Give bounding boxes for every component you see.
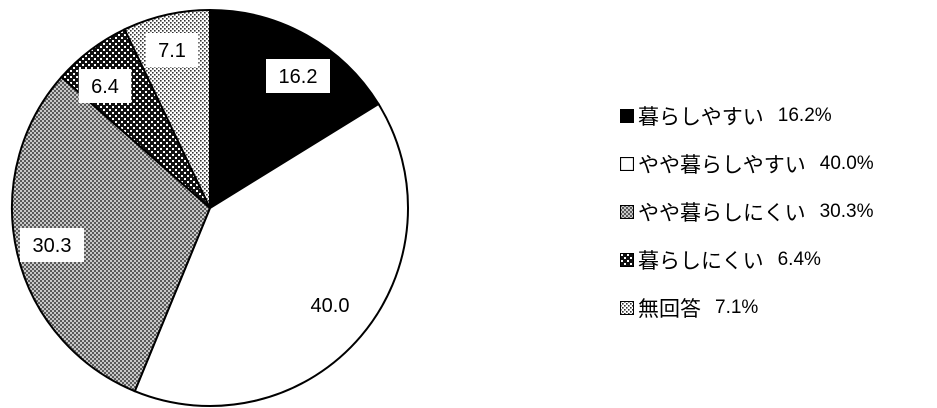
legend-label: 無回答 xyxy=(638,297,701,321)
pie-data-labels: 16.2 40.0 30.3 6.4 7.1 xyxy=(20,33,362,322)
legend-item: やや暮らしやすい 40.0% xyxy=(620,140,874,188)
legend-item: やや暮らしにくい 30.3% xyxy=(620,188,874,236)
legend-value: 30.3% xyxy=(819,201,874,222)
legend-swatch-light-dots xyxy=(620,301,634,315)
pie-slice xyxy=(209,8,380,210)
pie-slice xyxy=(133,102,409,407)
slice-label-box xyxy=(298,288,362,322)
slice-label-box xyxy=(145,33,199,67)
slice-label-text: 16.2 xyxy=(279,66,318,88)
legend-value: 6.4% xyxy=(777,249,821,270)
legend-swatch-checker xyxy=(620,205,634,219)
slice-label-text: 30.3 xyxy=(33,235,72,257)
legend-label: 暮らしにくい xyxy=(638,249,764,273)
legend-label: 暮らしやすい xyxy=(638,105,764,129)
pie-slice xyxy=(11,75,212,393)
pie-slices xyxy=(11,8,409,407)
slice-label-box xyxy=(20,228,84,262)
slice-label-text: 40.0 xyxy=(311,295,350,317)
slice-label: 6.4 xyxy=(78,69,132,103)
legend-swatch-dark-dots xyxy=(620,253,634,267)
legend-item: 無回答 7.1% xyxy=(620,284,874,332)
slice-label: 16.2 xyxy=(266,59,330,93)
legend-label: やや暮らしやすい xyxy=(638,153,806,177)
legend: 暮らしやすい 16.2% やや暮らしやすい 40.0% やや暮らしにくい 30.… xyxy=(620,92,874,332)
slice-label-box xyxy=(266,59,330,93)
legend-label: やや暮らしにくい xyxy=(638,201,806,225)
slice-label-text: 7.1 xyxy=(158,40,186,62)
legend-value: 40.0% xyxy=(819,153,874,174)
legend-value: 16.2% xyxy=(777,105,832,126)
slice-label-text: 6.4 xyxy=(91,76,119,98)
slice-label: 40.0 xyxy=(298,288,362,322)
legend-swatch-white xyxy=(620,157,634,171)
legend-item: 暮らしやすい 16.2% xyxy=(620,92,874,140)
legend-value: 7.1% xyxy=(715,297,759,318)
legend-item: 暮らしにくい 6.4% xyxy=(620,236,874,284)
legend-swatch-solid-black xyxy=(620,109,634,123)
slice-label: 7.1 xyxy=(145,33,199,67)
slice-label-box xyxy=(78,69,132,103)
slice-label: 30.3 xyxy=(20,228,84,262)
